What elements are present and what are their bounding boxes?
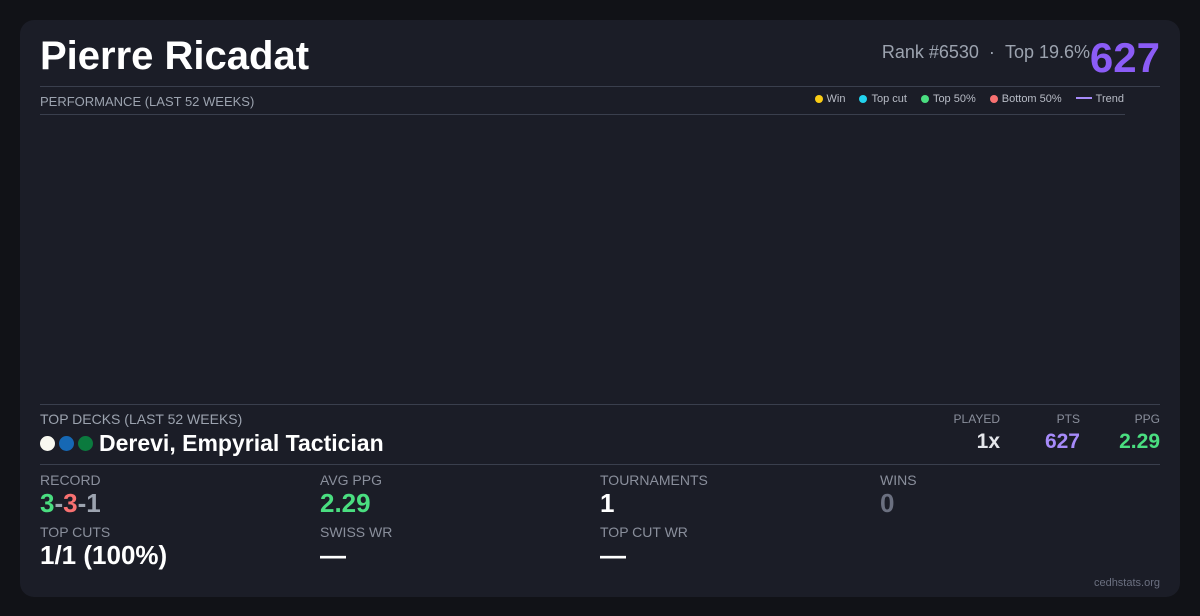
deck-headers: PLAYED PTS PPG bbox=[930, 412, 1160, 426]
record-label: RECORD bbox=[40, 472, 101, 488]
top-50-dot-icon bbox=[920, 95, 929, 103]
rank-info: Rank #6530 · Top 19.6% bbox=[882, 42, 1090, 63]
bottom-50-dot-icon bbox=[989, 95, 998, 103]
played-header: PLAYED bbox=[953, 412, 1000, 426]
win-dot-icon bbox=[814, 95, 823, 103]
divider bbox=[40, 404, 1160, 405]
stat-wins: WINS 0 bbox=[880, 472, 917, 518]
record-draws: 1 bbox=[86, 488, 101, 518]
player-name: Pierre Ricadat bbox=[40, 34, 310, 78]
legend-trend: Trend bbox=[1075, 93, 1124, 105]
stat-tournaments: TOURNAMENTS 1 bbox=[600, 472, 708, 518]
performance-chart-area bbox=[40, 115, 1125, 403]
divider bbox=[40, 86, 1160, 87]
deck-name[interactable]: Derevi, Empyrial Tactician bbox=[99, 430, 384, 456]
deck-ppg: 2.29 bbox=[1119, 430, 1160, 453]
top-cut-dot-icon bbox=[859, 95, 868, 103]
performance-title: PERFORMANCE (LAST 52 WEEKS) bbox=[40, 94, 255, 109]
record-losses: 3 bbox=[63, 488, 78, 518]
record-wins: 3 bbox=[40, 488, 55, 518]
deck-values: 1x 627 2.29 bbox=[930, 430, 1160, 454]
top-decks-title: TOP DECKS (LAST 52 WEEKS) bbox=[40, 411, 243, 427]
stat-top-cuts: TOP CUTS 1/1 (100%) bbox=[40, 524, 168, 570]
legend-top-50: Top 50% bbox=[920, 93, 976, 105]
green-mana-icon bbox=[78, 436, 93, 451]
stat-top-cut-wr: TOP CUT WR — bbox=[600, 524, 688, 570]
footer-site[interactable]: cedhstats.org bbox=[1093, 577, 1160, 589]
legend-bottom-50: Bottom 50% bbox=[989, 93, 1062, 105]
deck-pts: 627 bbox=[1044, 430, 1080, 453]
white-mana-icon bbox=[40, 436, 55, 451]
score: 627 bbox=[1089, 34, 1160, 81]
blue-mana-icon bbox=[59, 436, 74, 451]
ppg-header: PPG bbox=[1134, 412, 1160, 426]
top-percent: Top 19.6% bbox=[1004, 42, 1090, 62]
divider bbox=[40, 464, 1160, 465]
stat-avg-ppg: AVG PPG 2.29 bbox=[320, 472, 382, 518]
stat-swiss-wr: SWISS WR — bbox=[320, 524, 393, 570]
pts-header: PTS bbox=[1056, 412, 1080, 426]
legend-top-cut: Top cut bbox=[859, 93, 907, 105]
player-card: Pierre Ricadat Rank #6530 · Top 19.6% 62… bbox=[20, 20, 1180, 597]
separator: · bbox=[988, 42, 995, 62]
stat-record: RECORD 3-3-1 bbox=[40, 472, 101, 518]
deck-played: 1x bbox=[976, 430, 1000, 453]
chart-top-divider bbox=[40, 114, 1125, 115]
trend-line-icon bbox=[1075, 97, 1092, 99]
rank: Rank #6530 bbox=[881, 42, 979, 62]
chart-legend: Win Top cut Top 50% Bottom 50% Trend bbox=[814, 93, 1124, 105]
deck-row[interactable]: Derevi, Empyrial Tactician bbox=[40, 430, 384, 457]
legend-win: Win bbox=[814, 93, 845, 105]
